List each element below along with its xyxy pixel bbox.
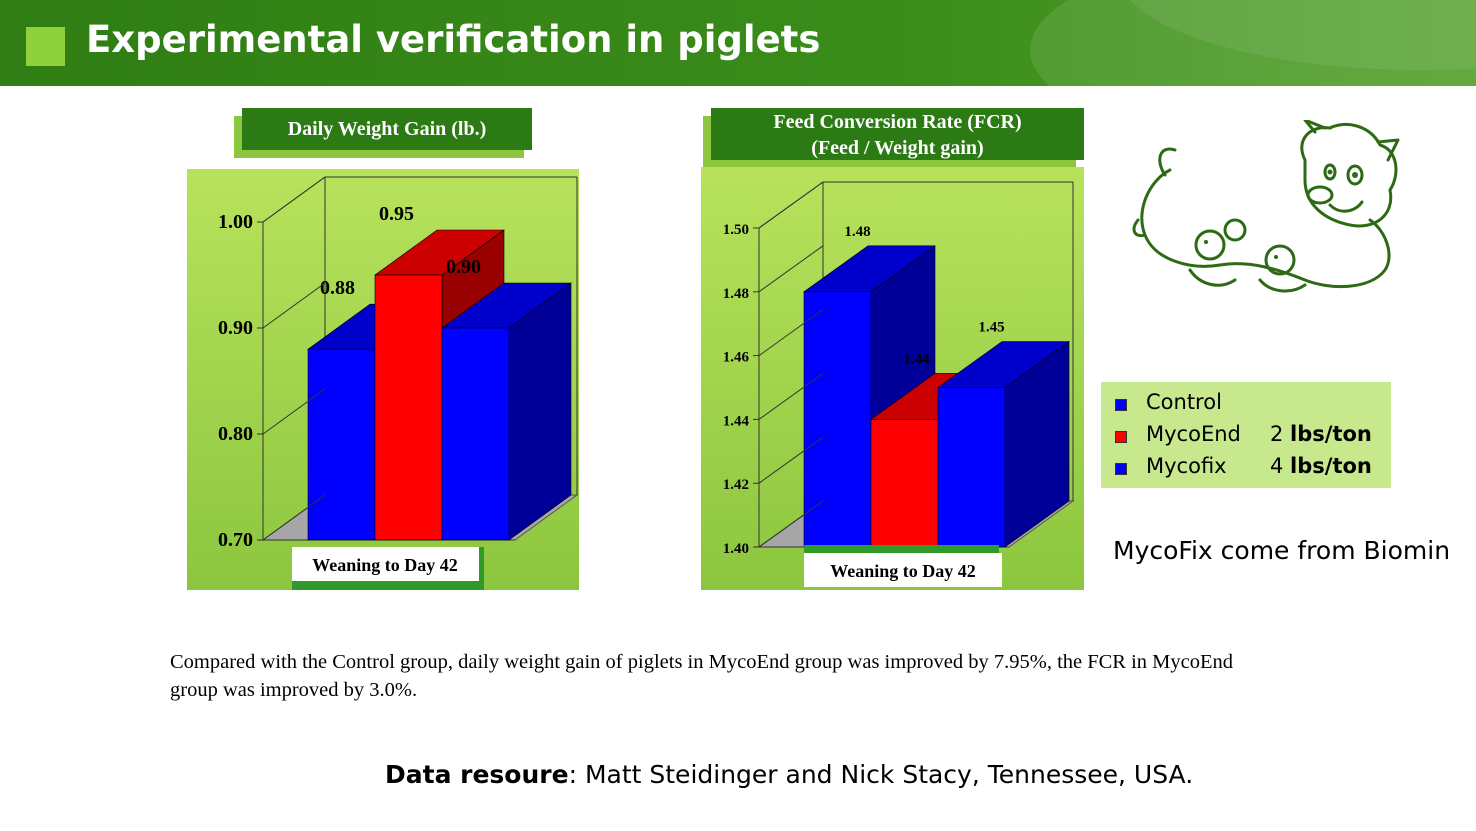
- chart1-title: Daily Weight Gain (lb.): [287, 118, 487, 140]
- bar-front: [441, 327, 510, 541]
- chart2-category-label: Weaning to Day 42: [830, 561, 976, 581]
- data-label: 1.45: [978, 320, 1004, 336]
- data-label: 0.88: [320, 277, 355, 299]
- summary-text: Compared with the Control group, daily w…: [170, 651, 1234, 701]
- bar-3: 0.90: [441, 256, 572, 541]
- y-tick-label: 1.44: [723, 413, 750, 429]
- y-tick-label: 1.50: [723, 222, 749, 238]
- legend-swatch: [1115, 463, 1127, 475]
- data-source: Data resoure: Matt Steidinger and Nick S…: [385, 760, 1194, 789]
- chart2-fcr: 1.48 1.44 1.45 1.40 1.42 1.44 1.46 1.48 1.50 We…: [701, 167, 1084, 590]
- slide-title: Experimental verification in piglets: [86, 18, 821, 61]
- legend-swatch: [1115, 399, 1127, 411]
- data-label: 0.95: [379, 203, 414, 225]
- y-tick-label: 1.40: [723, 541, 749, 557]
- data-label: 1.48: [844, 224, 870, 240]
- y-gridline-side: [758, 436, 824, 484]
- y-tick-label: 1.42: [723, 477, 749, 493]
- y-gridline-side: [758, 309, 824, 357]
- y-tick-label: 0.80: [218, 423, 253, 445]
- bar-front: [870, 419, 939, 548]
- legend-swatch: [1115, 431, 1127, 443]
- source-note: MycoFix come from Biomin: [1113, 536, 1451, 565]
- y-gridline-side: [262, 282, 326, 329]
- y-gridline-side: [758, 181, 824, 229]
- chart2-title: Feed Conversion Rate (FCR): [773, 111, 1022, 133]
- y-gridline-side: [262, 176, 326, 223]
- bar-3: 1.45: [937, 320, 1070, 548]
- y-gridline-side: [758, 245, 824, 293]
- data-label: 1.44: [903, 351, 930, 367]
- y-tick-label: 1.00: [218, 211, 253, 233]
- chart1-daily-weight-gain: 0.88 0.95 0.90 0.70 0.80 0.90 1.00 Weaning to…: [187, 169, 579, 590]
- chart1-category-box: [292, 547, 479, 581]
- chart2-title-box: Feed Conversion Rate (FCR) (Feed / Weigh…: [711, 108, 1084, 160]
- chart-legend: Control MycoEnd 2 lbs/ton Mycofix 4 lbs/…: [1101, 382, 1391, 488]
- slide-header: Experimental verification in piglets: [0, 0, 1476, 86]
- bar-front: [937, 387, 1006, 548]
- bar-front: [803, 291, 872, 548]
- bar-front: [374, 274, 443, 541]
- y-tick-label: 0.90: [218, 317, 253, 339]
- pig-family-illustration: [1132, 120, 1400, 293]
- y-gridline-side: [262, 388, 326, 435]
- data-label: 0.90: [446, 256, 481, 278]
- y-tick-label: 0.70: [218, 529, 253, 551]
- y-gridline-side: [758, 372, 824, 420]
- chart1-category-label: Weaning to Day 42: [312, 555, 458, 575]
- header-decoration: [1030, 0, 1476, 86]
- bar-front: [307, 348, 376, 541]
- chart2-subtitle: (Feed / Weight gain): [811, 137, 984, 159]
- y-gridline-side: [758, 500, 824, 548]
- chart2-category-box: [804, 553, 1002, 587]
- y-tick-label: 1.46: [723, 350, 750, 366]
- y-gridline-side: [262, 494, 326, 541]
- y-tick-label: 1.48: [723, 286, 749, 302]
- chart1-title-box: Daily Weight Gain (lb.): [242, 108, 532, 150]
- header-square-icon: [26, 27, 65, 66]
